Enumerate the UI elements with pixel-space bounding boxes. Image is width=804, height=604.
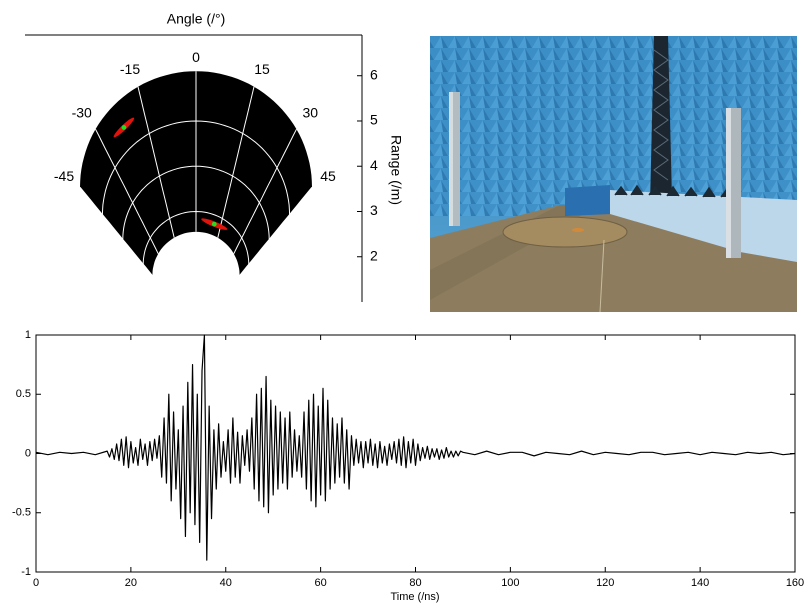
angle-grid-line bbox=[79, 186, 153, 276]
angle-grid-line bbox=[217, 86, 255, 238]
range-tick-label: 4 bbox=[370, 157, 378, 173]
angle-tick-label: 45 bbox=[320, 168, 336, 184]
x-tick-label: 20 bbox=[125, 577, 137, 589]
target-peak bbox=[211, 221, 217, 227]
angle-tick-label: -45 bbox=[54, 168, 74, 184]
angle-tick-label: 15 bbox=[254, 61, 270, 77]
range-tick-label: 2 bbox=[370, 247, 378, 263]
waveform-x-label: Time (/ns) bbox=[390, 591, 439, 603]
angle-grid-line bbox=[239, 186, 313, 276]
x-tick-label: 40 bbox=[220, 577, 232, 589]
angle-grid-line bbox=[233, 128, 297, 254]
x-tick-label: 100 bbox=[501, 577, 519, 589]
y-tick-label: 0 bbox=[25, 447, 31, 459]
x-tick-label: 120 bbox=[596, 577, 614, 589]
x-tick-label: 0 bbox=[33, 577, 39, 589]
range-tick-label: 6 bbox=[370, 66, 378, 82]
y-tick-label: 1 bbox=[25, 329, 31, 341]
x-tick-label: 140 bbox=[691, 577, 709, 589]
angle-tick-label: 30 bbox=[303, 105, 319, 121]
chamber-photo bbox=[430, 36, 797, 313]
y-tick-label: -1 bbox=[21, 566, 31, 578]
x-tick-label: 160 bbox=[786, 577, 804, 589]
range-tick-label: 3 bbox=[370, 202, 378, 218]
range-tick-label: 5 bbox=[370, 112, 378, 128]
polar-range-label: Range (/m) bbox=[388, 135, 404, 205]
waveform-line bbox=[35, 334, 796, 561]
angle-tick-label: 0 bbox=[192, 49, 200, 65]
angle-grid-line bbox=[95, 128, 159, 254]
y-tick-label: -0.5 bbox=[12, 507, 31, 519]
angle-tick-label: -15 bbox=[120, 61, 140, 77]
x-tick-label: 60 bbox=[315, 577, 327, 589]
polar-title: Angle (/°) bbox=[167, 11, 226, 27]
x-tick-label: 80 bbox=[409, 577, 421, 589]
angle-tick-label: -30 bbox=[72, 105, 92, 121]
angle-grid-line bbox=[137, 86, 175, 238]
y-tick-label: 0.5 bbox=[16, 388, 31, 400]
target-peak bbox=[121, 125, 127, 130]
